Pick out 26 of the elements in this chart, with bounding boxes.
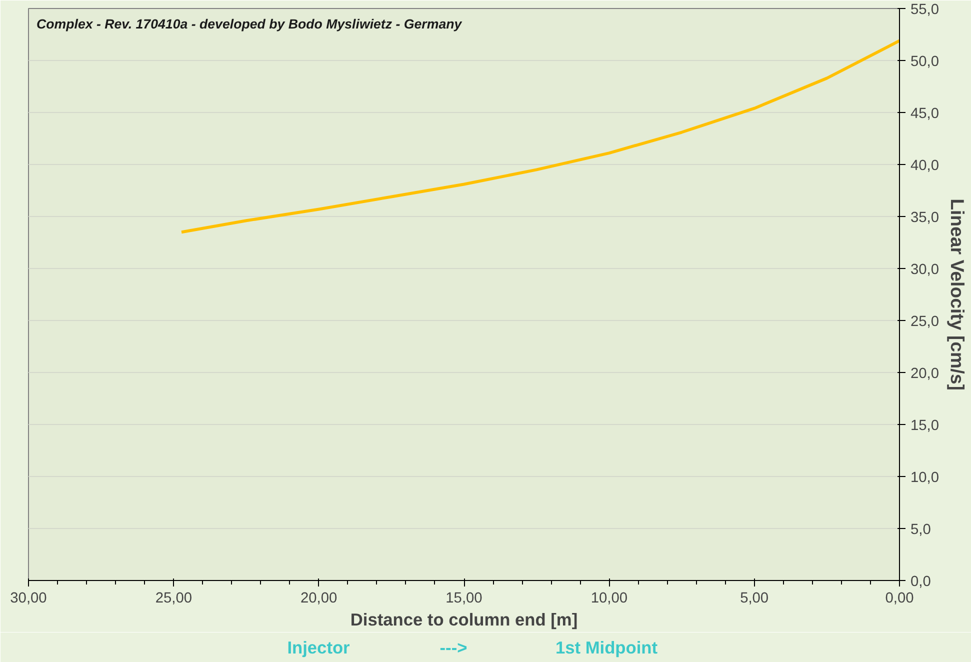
y-tick-label: 40,0 [910,158,940,174]
x-tick-label: 20,00 [300,590,338,606]
y-tick-label: 50,0 [910,54,940,70]
x-tick-label: 15,00 [446,590,482,606]
y-tick-label: 15,0 [910,418,940,434]
x-axis-title: Distance to column end [m] [350,610,578,630]
y-tick-label: 25,0 [910,314,940,330]
text: ---> [440,638,468,658]
x-tick-label: 0,00 [885,590,914,606]
text: Complex - Rev. 170410a - developed by Bodo Mysliwietz - Germany [36,16,462,32]
x-tick-label: 5,00 [740,590,769,606]
x-tick-label: 30,00 [10,590,47,606]
y-tick-label: 10,0 [910,470,940,486]
text: 1st Midpoint [555,638,658,658]
y-tick-label: 30,0 [910,262,940,278]
y-tick-label: 20,0 [910,366,940,382]
y-tick-label: 35,0 [910,210,940,226]
y-axis-title: Linear Velocity [cm/s] [947,198,968,390]
x-tick-label: 25,00 [155,590,192,606]
x-tick-label: 10,00 [590,590,628,606]
y-tick-label: 0,0 [910,574,931,590]
y-tick-label: 5,0 [910,522,931,538]
y-tick-label: 45,0 [910,106,940,122]
y-tick-label: 55,0 [910,2,940,18]
text: Injector [287,638,350,658]
line-series [180,39,900,234]
